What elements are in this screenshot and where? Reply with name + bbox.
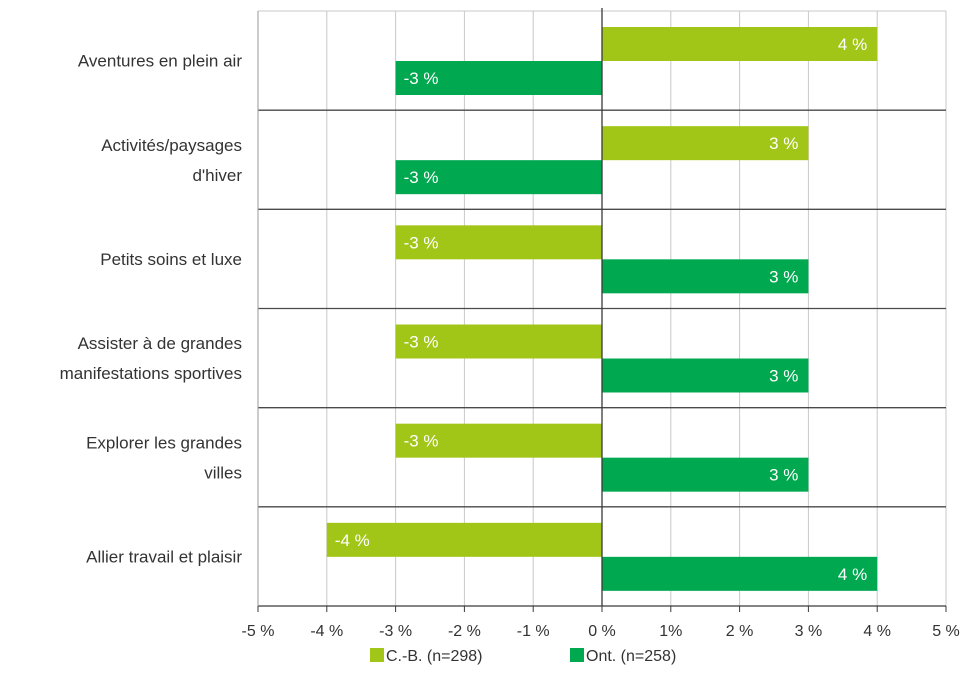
category-label-3-line-0: Assister à de grandes (78, 334, 242, 353)
data-label-series-1-cat-1: -3 % (404, 168, 439, 187)
bar-series-1-cat-2 (602, 259, 809, 294)
bar-series-0-cat-1 (602, 126, 809, 161)
x-tick-label-7: 2 % (726, 623, 754, 640)
legend-label-1: Ont. (n=258) (586, 648, 676, 665)
data-label-series-0-cat-2: -3 % (404, 233, 439, 252)
category-label-3-line-1: manifestations sportives (60, 364, 242, 383)
data-label-series-0-cat-0: 4 % (838, 35, 867, 54)
bar-series-1-cat-3 (602, 358, 809, 393)
bars (326, 27, 878, 591)
x-tick-label-2: -3 % (379, 623, 412, 640)
data-label-series-0-cat-5: -4 % (335, 531, 370, 550)
category-label-5-line-0: Allier travail et plaisir (86, 547, 242, 566)
category-label-0-line-0: Aventures en plein air (78, 52, 242, 71)
bar-series-1-cat-0 (395, 61, 602, 95)
legend-label-0: C.-B. (n=298) (386, 648, 482, 665)
category-label-1-line-1: d'hiver (192, 166, 242, 185)
x-tick-label-6: 1% (659, 623, 682, 640)
bar-series-1-cat-5 (602, 556, 878, 591)
x-tick-label-10: 5 % (932, 623, 960, 640)
data-label-series-1-cat-3: 3 % (769, 367, 798, 386)
category-label-1-line-0: Activités/paysages (101, 136, 242, 155)
x-tick-label-9: 4 % (863, 623, 891, 640)
data-label-series-1-cat-2: 3 % (769, 267, 798, 286)
x-tick-label-0: -5 % (242, 623, 275, 640)
axes: -5 % -4 % -3 % -2 % -1 % 0 % 1% 2 % 3 % 4 % 5 % (242, 8, 960, 640)
bar-series-0-cat-5 (326, 522, 602, 557)
bar-series-0-cat-4 (395, 423, 602, 458)
x-tick-label-4: -1 % (517, 623, 550, 640)
bar-series-0-cat-0 (602, 27, 878, 61)
data-label-series-1-cat-5: 4 % (838, 565, 867, 584)
x-tick-label-1: -4 % (310, 623, 343, 640)
category-label-2-line-0: Petits soins et luxe (100, 250, 242, 269)
x-tick-label-5: 0 % (588, 623, 616, 640)
data-label-series-0-cat-1: 3 % (769, 134, 798, 153)
bar-series-0-cat-3 (395, 324, 602, 359)
data-label-series-1-cat-0: -3 % (404, 69, 439, 88)
x-tick-label-3: -2 % (448, 623, 481, 640)
data-label-series-0-cat-3: -3 % (404, 333, 439, 352)
bar-series-1-cat-1 (395, 160, 602, 195)
x-tick-label-8: 3 % (795, 623, 823, 640)
bar-series-0-cat-2 (395, 225, 602, 260)
data-label-series-1-cat-4: 3 % (769, 466, 798, 485)
category-label-4-line-1: villes (204, 463, 242, 482)
bar-series-1-cat-4 (602, 457, 809, 492)
legend-swatch-0 (370, 648, 384, 662)
legend: C.-B. (n=298) Ont. (n=258) (370, 648, 676, 665)
labels: 4 % 3 % -3 % -3 % -3 % -4 % -3 % -3 % 3 % 3 % 3 % 4… (60, 35, 868, 584)
legend-swatch-1 (570, 648, 584, 662)
data-label-series-0-cat-4: -3 % (404, 432, 439, 451)
category-label-4-line-0: Explorer les grandes (86, 433, 242, 452)
